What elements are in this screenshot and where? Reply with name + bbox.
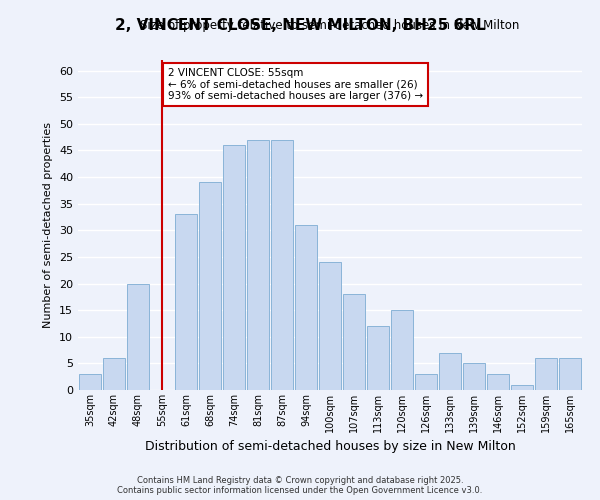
Bar — [319, 262, 341, 390]
Bar — [511, 384, 533, 390]
Bar — [439, 352, 461, 390]
Bar — [103, 358, 125, 390]
Bar — [487, 374, 509, 390]
Bar — [223, 145, 245, 390]
Bar — [175, 214, 197, 390]
X-axis label: Distribution of semi-detached houses by size in New Milton: Distribution of semi-detached houses by … — [145, 440, 515, 454]
Bar — [415, 374, 437, 390]
Bar — [535, 358, 557, 390]
Y-axis label: Number of semi-detached properties: Number of semi-detached properties — [43, 122, 53, 328]
Bar — [343, 294, 365, 390]
Bar — [79, 374, 101, 390]
Bar — [367, 326, 389, 390]
Bar — [247, 140, 269, 390]
Text: Contains HM Land Registry data © Crown copyright and database right 2025.
Contai: Contains HM Land Registry data © Crown c… — [118, 476, 482, 495]
Bar — [199, 182, 221, 390]
Bar — [271, 140, 293, 390]
Bar — [559, 358, 581, 390]
Bar — [391, 310, 413, 390]
Bar — [127, 284, 149, 390]
Title: Size of property relative to semi-detached houses in New Milton: Size of property relative to semi-detach… — [140, 20, 520, 32]
Text: 2 VINCENT CLOSE: 55sqm
← 6% of semi-detached houses are smaller (26)
93% of semi: 2 VINCENT CLOSE: 55sqm ← 6% of semi-deta… — [168, 68, 423, 101]
Bar — [295, 225, 317, 390]
Bar — [463, 364, 485, 390]
Text: 2, VINCENT CLOSE, NEW MILTON, BH25 6RL: 2, VINCENT CLOSE, NEW MILTON, BH25 6RL — [115, 18, 485, 32]
